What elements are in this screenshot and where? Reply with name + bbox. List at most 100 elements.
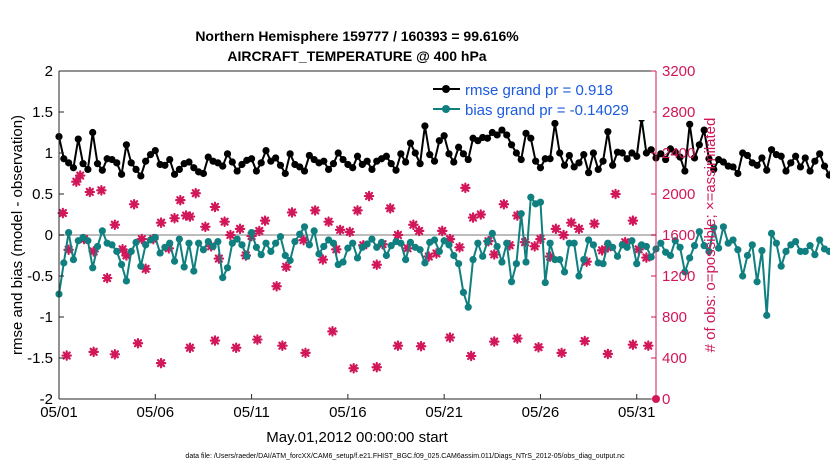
obs-assimilated-point [402,243,413,254]
rmse-point [387,160,395,168]
bias-point [156,249,164,257]
obs-assimilated-point [519,236,531,248]
rmse-point [686,120,694,128]
obs-assimilated-point [565,217,577,228]
legend-rmse-marker [442,85,450,93]
rmse-point [137,172,145,180]
obs-assimilated-point [74,170,86,181]
bias-point [575,272,583,280]
rmse-point [247,155,256,163]
obs-assimilated-point [225,229,236,241]
left-tick-label: -1.5 [27,350,53,367]
obs-assimilated-point [573,223,585,235]
rmse-point [633,152,641,160]
rmse-point [532,157,540,165]
rmse-point [426,151,434,159]
obs-assimilated-point [155,217,167,228]
bias-point [686,254,694,262]
bias-point [695,228,703,236]
rmse-point [238,160,246,169]
obs-possible-point [88,346,99,358]
left-tick-label: 1.5 [32,104,53,121]
bias-point [257,251,265,259]
bias-point [758,246,766,255]
left-tick-label: 1 [45,145,53,162]
bias-point [247,228,256,237]
bias-point [743,251,752,260]
rmse-point [329,160,338,168]
bias-point [599,260,607,268]
rmse-point [565,151,573,160]
bias-point [459,288,468,296]
obs-possible-point [602,348,614,360]
bias-point [296,230,304,238]
rmse-point [536,164,545,172]
rmse-point [662,155,670,164]
bias-point [166,239,174,247]
rmse-point [820,162,829,170]
chart-subtitle: AIRCRAFT_TEMPERATURE @ 400 hPa [227,48,486,64]
bias-point [455,260,463,268]
rmse-point [257,159,265,167]
obs-assimilated-point [558,229,569,241]
rmse-point [228,158,236,166]
bias-point [214,237,222,246]
obs-assimilated-point [128,198,140,210]
rmse-point [325,165,333,173]
rmse-point [445,150,453,158]
right-axis-ticks: 0 400 800 1200 1600 2000 2400 2800 3200 [651,63,695,408]
obs-assimilated-point [550,223,562,235]
rmse-point [575,159,583,167]
bias-point [483,237,492,246]
bias-point [719,223,728,231]
bias-point [777,262,785,270]
bias-point [209,242,217,251]
left-tick-label: -0.5 [27,268,53,285]
bias-point [633,260,641,268]
rmse-point [252,167,260,175]
rmse-point [522,129,530,137]
rmse-point [430,157,439,165]
obs-assimilated-point [323,216,334,227]
rmse-point [262,146,270,155]
x-tick-label: 05/16 [329,404,367,421]
left-tick-label: -2 [40,391,53,408]
obs-possible-point [512,333,523,344]
obs-possible-point [109,349,121,360]
rmse-point [368,165,376,173]
rmse-point [623,155,631,163]
bias-point [69,256,78,264]
obs-assimilated-point [488,249,500,260]
bias-point [151,233,159,242]
bias-point [782,247,790,255]
obs-assimilated-point [498,198,510,210]
obs-assimilated-point [512,210,523,221]
bias-point [185,239,193,247]
rmse-point [65,159,73,167]
data-file-footnote: data file: /Users/raeder/DAI/ATM_forcXX/… [185,453,625,460]
rmse-point [349,164,357,172]
rmse-point [450,158,458,166]
bias-point [700,242,708,250]
obs-assimilated-point [117,244,128,255]
rmse-point [161,161,169,169]
bias-point [238,241,246,249]
obs-possible-point [488,336,500,347]
rmse-point [787,159,795,167]
rmse-point [498,126,506,134]
rmse-point [300,167,309,175]
obs-assimilated-point [184,211,196,222]
obs-assimilated-point [57,207,69,219]
obs-assimilated-point [444,233,456,245]
obs-possible-point [627,339,639,350]
obs-assimilated-point [331,244,342,255]
rmse-point [681,167,689,175]
obs-assimilated-point [363,190,375,202]
bias-point [190,267,198,275]
rmse-point [753,161,761,169]
obs-assimilated-point [190,187,202,199]
bias-point [387,242,395,250]
rmse-point [700,126,708,134]
bias-point [344,244,352,252]
obs-assimilated-point [544,251,556,262]
